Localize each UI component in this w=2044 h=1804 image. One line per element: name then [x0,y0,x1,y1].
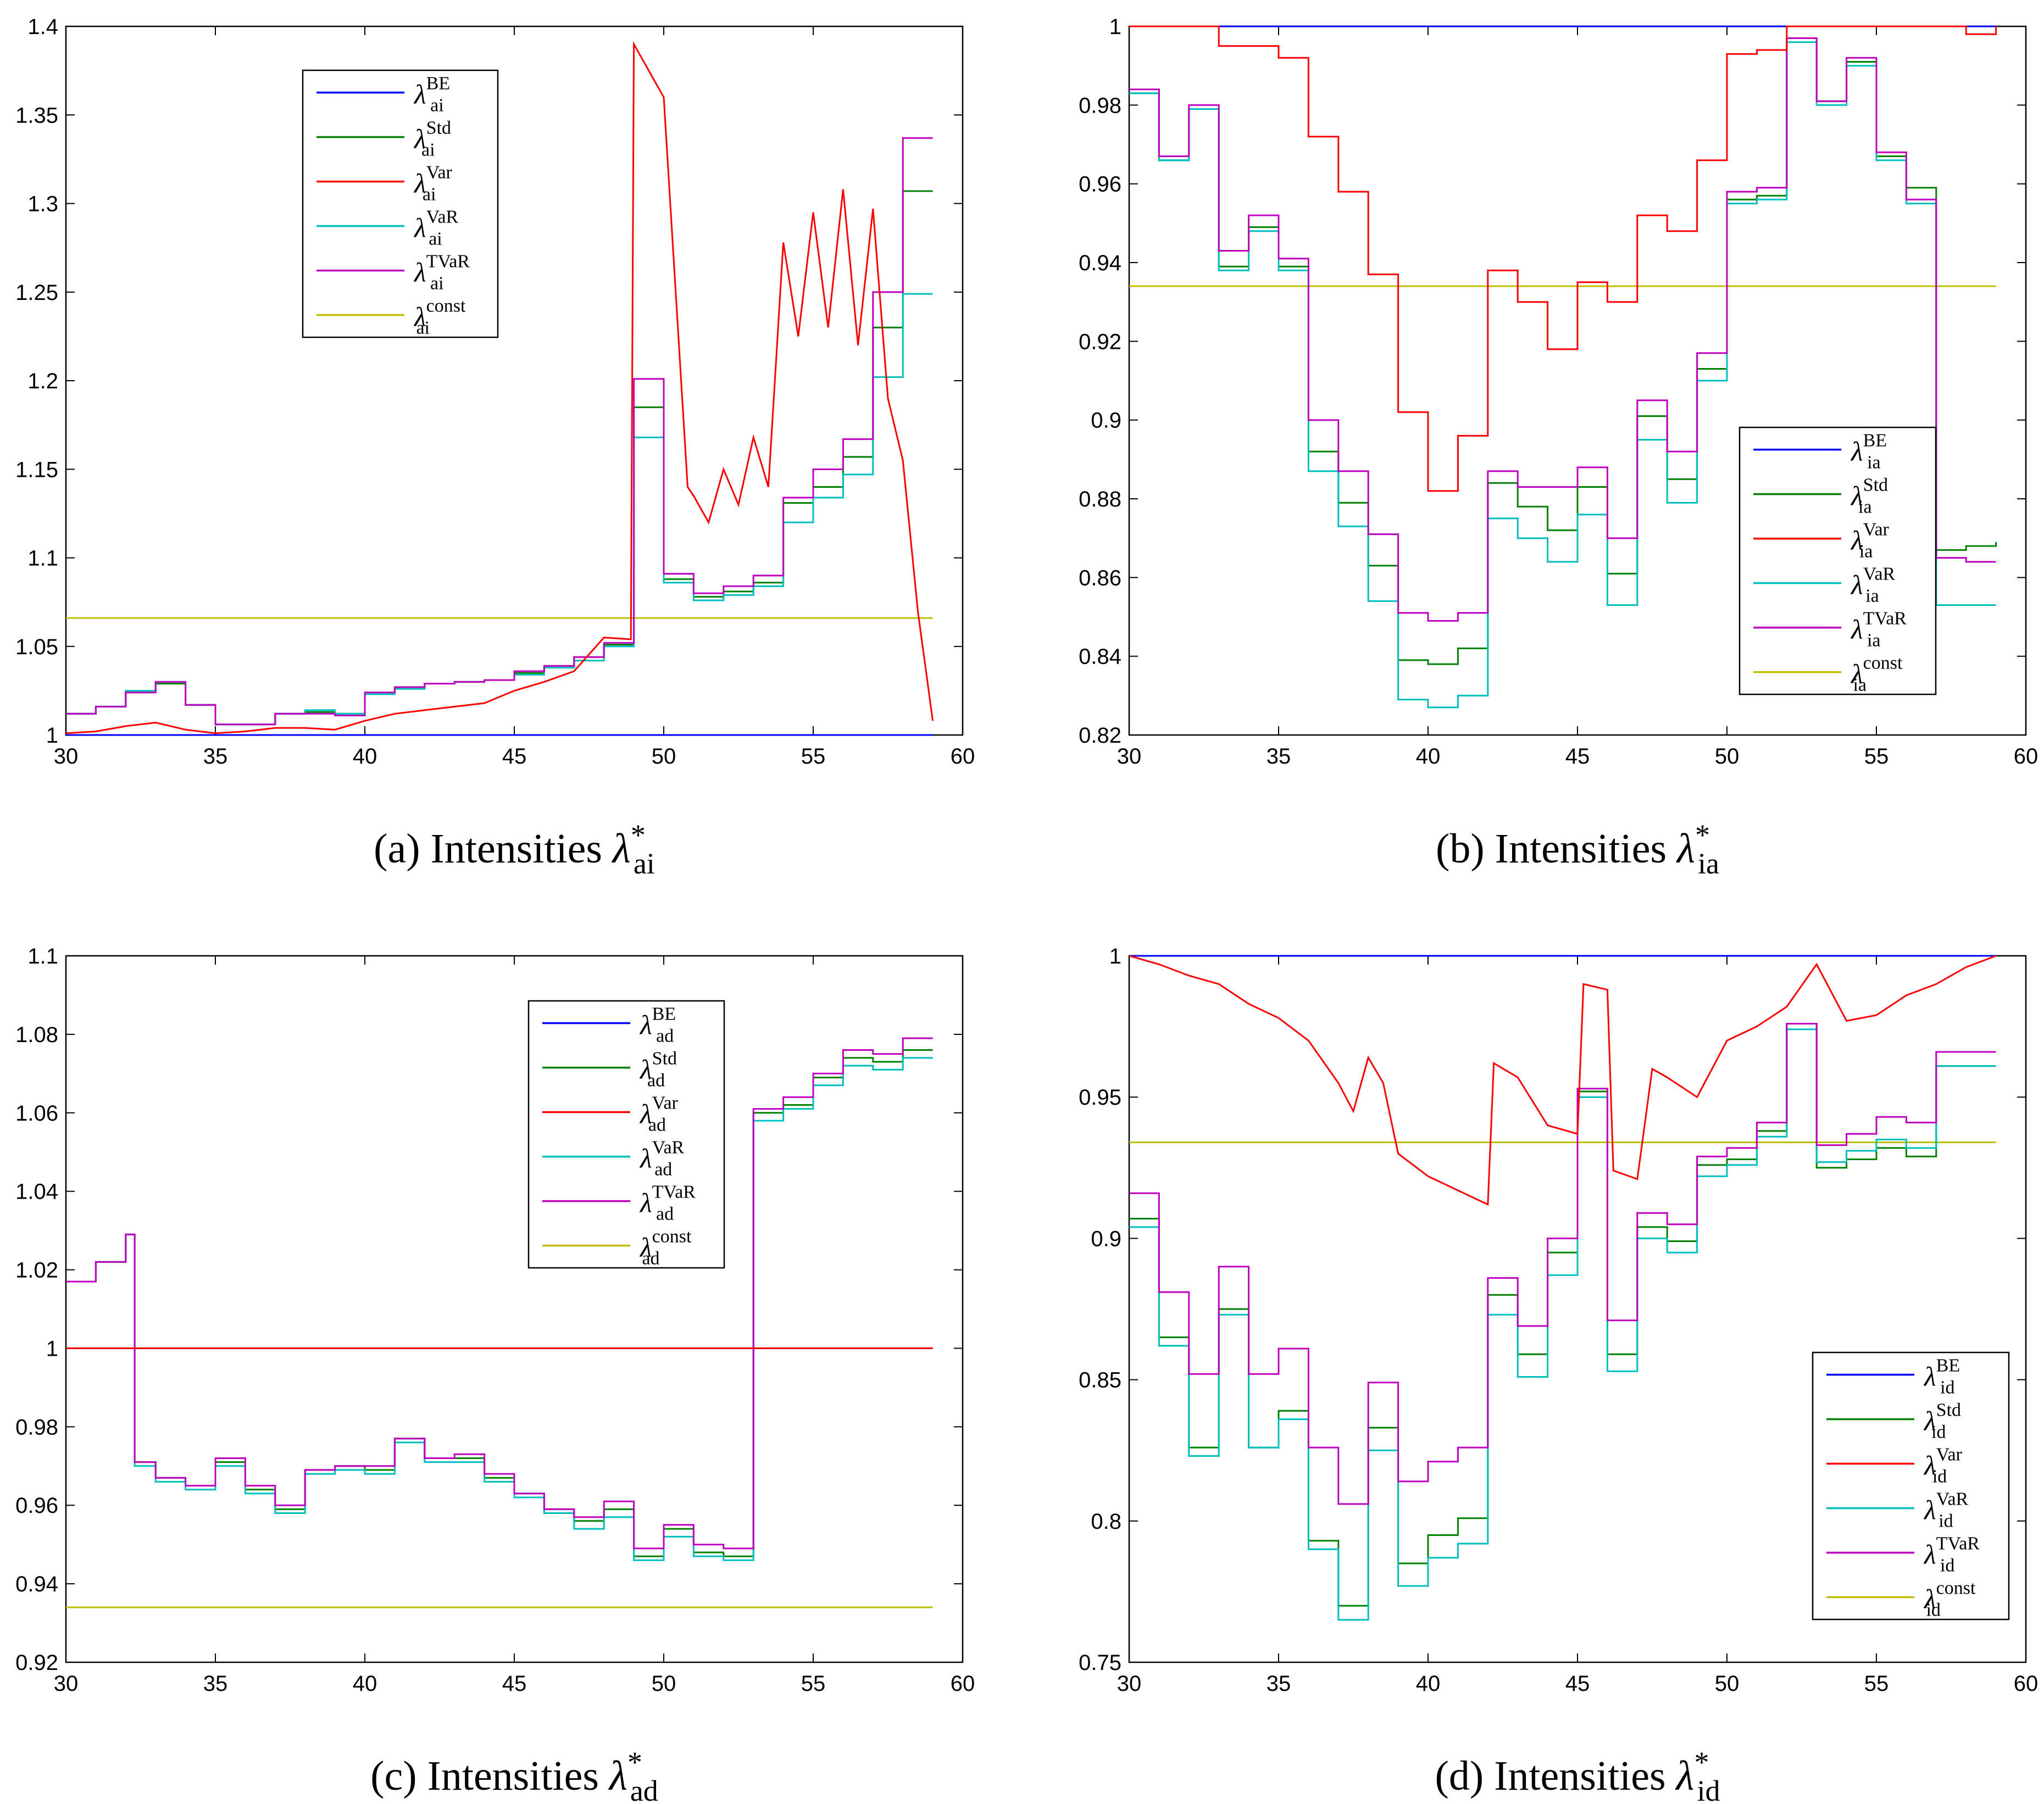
y-tick-label: 1 [1109,15,1121,39]
y-tick-label: 1.1 [27,547,58,571]
x-tick-label: 30 [1117,744,1142,769]
plot-area [65,955,964,1663]
y-tick-label: 1 [46,723,58,748]
y-tick-label: 1.02 [15,1259,58,1283]
plot-area [65,25,964,736]
panel-d: 30 35 40 45 50 55 60 0.75 0.8 0.85 0.9 0.95 1 λBE idλS… [1079,944,2038,1804]
y-tick-label: 0.75 [1079,1651,1121,1675]
y-tick-label: 0.95 [1079,1085,1121,1110]
x-tick-label: 45 [502,1672,527,1696]
panel-caption: (c) Intensities λ* ad [370,1746,658,1804]
panel-caption: (a) Intensities λ* ai [374,819,655,880]
x-tick-label: 45 [1565,744,1590,769]
series-var-line [1129,25,1997,492]
x-tick-label: 50 [652,1672,676,1696]
x-tick-label: 60 [951,1672,975,1696]
y-tick-label: 0.94 [15,1572,58,1596]
y-tick-label: 1 [1109,944,1121,968]
x-tick-label: 40 [353,744,377,769]
x-tick-label: 35 [203,1672,228,1696]
x-tick-label: 50 [652,744,676,769]
panel-a: 30 35 40 45 50 55 60 1 1.05 1.1 1.15 1.2 1.25 1.3 1.35… [15,15,975,880]
y-tick-label: 0.92 [15,1651,58,1675]
x-tick-label: 40 [1416,744,1441,769]
panel-b: 30 35 40 45 50 55 60 0.82 0.84 0.86 0.88 0.9 0.92 0.9… [1079,15,2038,880]
y-tick-label: 0.9 [1091,1227,1121,1251]
legend-box [302,69,499,338]
x-tick-label: 60 [2014,1672,2039,1696]
panel-c: 30 35 40 45 50 55 60 0.92 0.94 0.96 0.98 1 1.02 1.04 1… [15,944,975,1804]
y-tick-label: 1.15 [15,458,58,482]
y-tick-label: 0.96 [15,1494,58,1518]
x-tick-label: 45 [502,744,527,769]
y-tick-label: 1.04 [15,1180,58,1204]
x-tick-label: 30 [54,744,79,769]
x-tick-label: 60 [951,744,975,769]
series-tvar-line [66,1037,933,1550]
x-tick-label: 35 [1267,744,1291,769]
x-tick-label: 40 [1416,1672,1441,1696]
x-tick-label: 50 [1715,744,1740,769]
legend-box [527,1000,725,1269]
x-tick-label: 55 [801,1672,826,1696]
x-tick-label: 50 [1715,1672,1740,1696]
y-tick-label: 0.9 [1091,409,1121,433]
y-tick-label: 1.35 [15,103,58,127]
y-tick-label: 0.94 [1079,251,1121,275]
y-tick-label: 1.4 [27,15,58,39]
legend-box [1738,426,1937,695]
x-tick-label: 55 [801,744,826,769]
legend-label-be: λBE id [1923,1356,1960,1398]
y-tick-label: 0.88 [1079,487,1121,511]
series-var-line [66,41,934,734]
x-tick-label: 55 [1864,1672,1889,1696]
y-tick-label: 0.85 [1079,1368,1121,1393]
series-tvar-line [1129,37,1996,622]
x-tick-label: 30 [54,1672,79,1696]
y-tick-label: 0.98 [1079,93,1121,118]
series-tvar-line [66,137,933,726]
x-tick-label: 30 [1117,1672,1142,1696]
y-tick-label: 1.25 [15,281,58,305]
x-tick-label: 40 [353,1672,377,1696]
y-tick-label: 1.2 [27,369,58,393]
legend-label-be: λBE ai [413,74,450,116]
series-var-line [1129,955,1997,1206]
x-tick-label: 35 [1267,1672,1291,1696]
y-tick-label: 0.86 [1079,566,1121,590]
y-tick-label: 0.8 [1091,1510,1121,1534]
x-tick-label: 55 [1864,744,1889,769]
x-tick-label: 60 [2014,744,2039,769]
panel-caption: (d) Intensities λ* id [1435,1746,1720,1804]
y-tick-label: 0.84 [1079,645,1121,669]
y-tick-label: 0.98 [15,1415,58,1439]
y-tick-label: 1.3 [27,192,58,216]
legend-box [1812,1351,2010,1621]
y-tick-label: 0.82 [1079,723,1121,748]
series-tvar-line [1129,1023,1996,1505]
y-tick-label: 0.96 [1079,172,1121,197]
series-var-line [66,1057,933,1561]
y-tick-label: 1.08 [15,1023,58,1047]
y-tick-label: 1.06 [15,1101,58,1126]
x-tick-label: 35 [203,744,228,769]
y-tick-label: 0.92 [1079,330,1121,354]
y-tick-label: 1 [46,1337,58,1361]
x-tick-label: 45 [1565,1672,1590,1696]
y-tick-label: 1.05 [15,635,58,659]
y-tick-label: 1.1 [27,944,58,968]
panel-caption: (b) Intensities λ* ia [1436,819,1719,880]
